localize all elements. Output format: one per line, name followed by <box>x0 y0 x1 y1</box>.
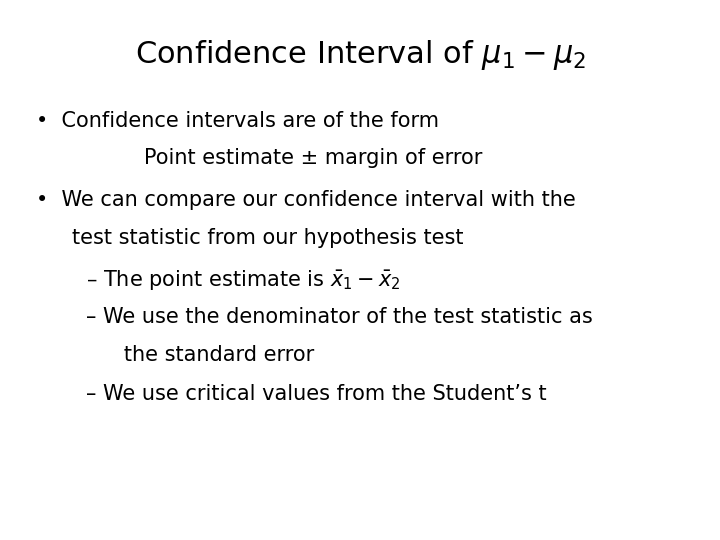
Text: test statistic from our hypothesis test: test statistic from our hypothesis test <box>72 228 464 248</box>
Text: – We use the denominator of the test statistic as: – We use the denominator of the test sta… <box>86 307 593 327</box>
Text: – The point estimate is $\bar{x}_1 - \bar{x}_2$: – The point estimate is $\bar{x}_1 - \ba… <box>86 269 401 293</box>
Text: – We use critical values from the Student’s t: – We use critical values from the Studen… <box>86 384 547 404</box>
Text: the standard error: the standard error <box>104 345 315 364</box>
Text: Point estimate ± margin of error: Point estimate ± margin of error <box>144 148 482 168</box>
Text: •  We can compare our confidence interval with the: • We can compare our confidence interval… <box>36 190 576 210</box>
Text: Confidence Interval of $\mu_1-\mu_2$: Confidence Interval of $\mu_1-\mu_2$ <box>135 38 585 72</box>
Text: •  Confidence intervals are of the form: • Confidence intervals are of the form <box>36 111 439 131</box>
